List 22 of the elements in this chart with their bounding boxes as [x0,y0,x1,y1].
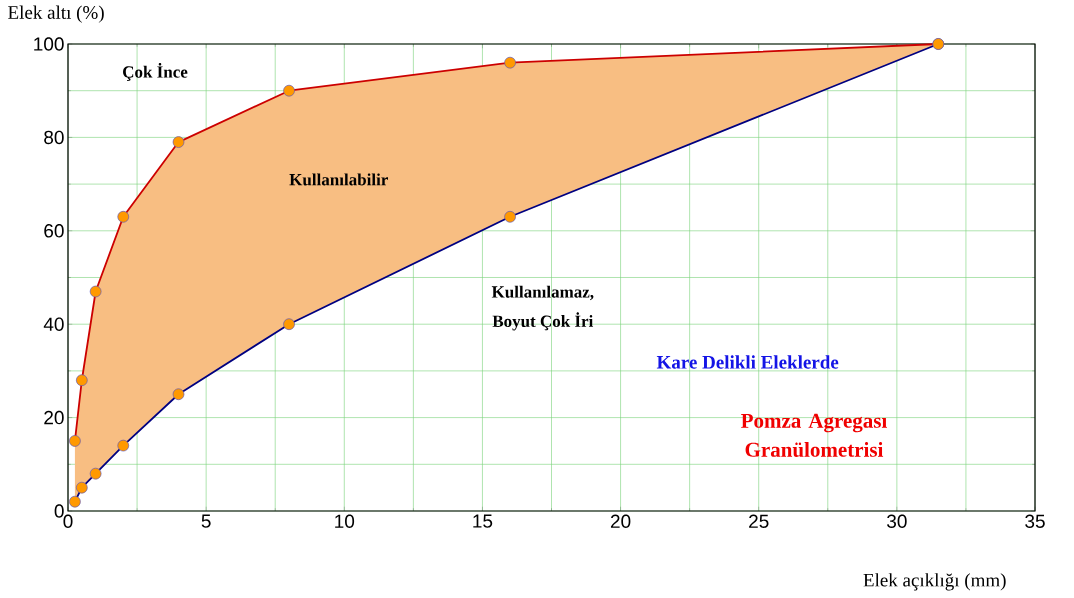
y-tick-label: 60 [44,224,64,238]
annotation: Kullanılamaz, [491,285,594,301]
annotation: Çok İnce [123,62,188,82]
x-tick-label: 0 [63,514,73,528]
x-tick-label: 20 [610,514,631,528]
x-tick-label: 25 [749,514,769,528]
y-axis-title: Elek altı (%) [8,5,104,23]
annotation: Boyut Çok İri [492,312,594,331]
annotation: Kullanılabilir [289,173,389,186]
x-tick-label: 35 [1025,514,1045,528]
y-tick-label: 40 [43,317,64,331]
x-tick-label: 10 [335,514,355,528]
y-tick-label: 80 [44,130,64,145]
x-tick-label: 30 [887,514,907,528]
text: Kare Delikli Eleklerde [656,355,839,369]
x-tick-label: 5 [201,514,211,528]
text: Pomza Agregası Granülometrisi [741,413,887,457]
x-tick-label: 15 [473,514,493,528]
y-tick-label: 0 [54,504,64,518]
y-tick-label: 100 [34,37,64,51]
y-tick-label: 20 [44,410,64,425]
x-axis-title: Elek açıklığı (mm) [863,573,1006,591]
